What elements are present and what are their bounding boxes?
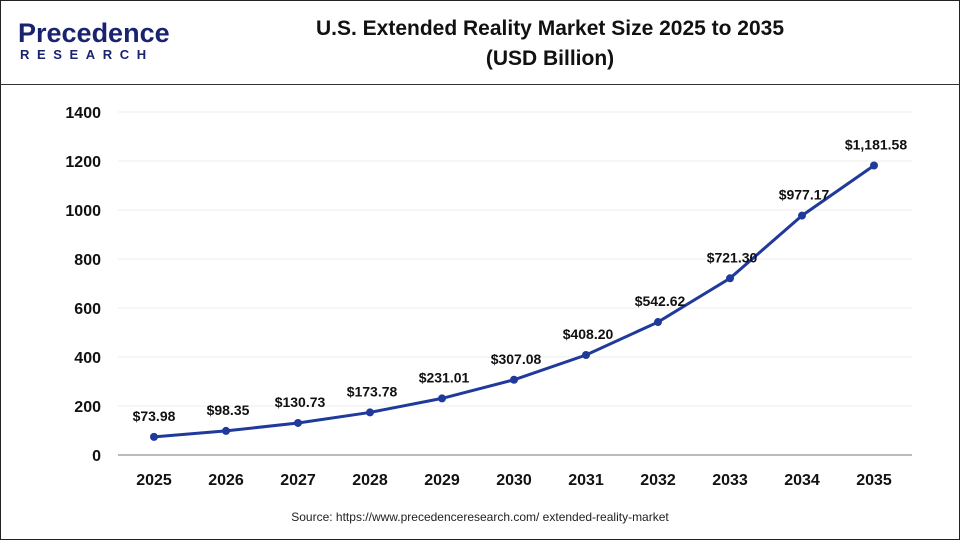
x-tick-label: 2034 [784, 472, 820, 489]
data-label: $1,181.58 [845, 137, 907, 153]
title-line1: U.S. Extended Reality Market Size 2025 t… [315, 17, 785, 40]
y-tick-label: 800 [74, 252, 101, 269]
x-tick-label: 2025 [136, 472, 172, 489]
data-label: $721.30 [707, 249, 758, 265]
y-tick-label: 0 [92, 448, 101, 465]
title-line2: (USD Billion) [485, 47, 615, 70]
data-label: $977.17 [779, 187, 830, 203]
data-label: $542.62 [635, 293, 686, 309]
chart-title: U.S. Extended Reality Market Size 2025 t… [230, 14, 870, 74]
data-label: $408.20 [563, 326, 614, 342]
data-point [150, 432, 158, 441]
x-tick-label: 2031 [568, 472, 604, 489]
y-tick-label: 400 [74, 350, 101, 367]
data-point [870, 161, 878, 170]
x-tick-label: 2029 [424, 472, 460, 489]
data-point [798, 211, 806, 220]
data-label: $98.35 [207, 402, 250, 418]
x-tick-label: 2026 [208, 472, 244, 489]
x-tick-label: 2033 [712, 472, 748, 489]
y-tick-label: 200 [74, 399, 101, 416]
header-divider [0, 84, 960, 85]
data-point [582, 350, 590, 359]
y-tick-label: 600 [74, 301, 101, 318]
series-line [153, 164, 875, 439]
x-tick-label: 2035 [856, 472, 892, 489]
data-point [726, 274, 734, 283]
x-tick-label: 2027 [280, 472, 316, 489]
data-point [510, 375, 518, 384]
source-text: Source: https://www.precedenceresearch.c… [291, 510, 669, 524]
data-label: $231.01 [419, 369, 470, 385]
data-point [438, 394, 446, 403]
data-label: $173.78 [347, 383, 398, 399]
logo-line1: Precedence [18, 18, 170, 48]
data-point [366, 408, 374, 417]
x-tick-label: 2030 [496, 472, 532, 489]
data-label: $73.98 [133, 408, 176, 424]
x-tick-label: 2028 [352, 472, 388, 489]
data-point [222, 426, 230, 435]
logo-line2: RESEARCH [20, 47, 154, 62]
data-label: $130.73 [275, 394, 326, 410]
precedence-research-logo: Precedence RESEARCH [18, 18, 170, 63]
y-tick-label: 1000 [65, 203, 101, 220]
y-tick-label: 1200 [65, 154, 101, 171]
data-point [654, 318, 662, 327]
y-tick-label: 1400 [65, 105, 101, 122]
data-point [294, 418, 302, 427]
x-tick-label: 2032 [640, 472, 676, 489]
data-label: $307.08 [491, 351, 542, 367]
